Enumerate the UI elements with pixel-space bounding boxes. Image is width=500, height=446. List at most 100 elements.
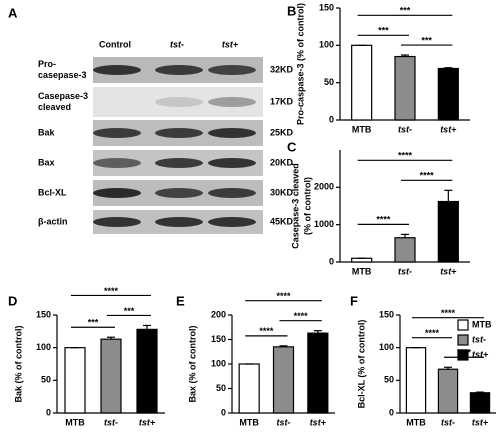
panel-label: F [350, 293, 358, 308]
bar [394, 55, 416, 121]
x-tick-label: tst- [441, 417, 455, 427]
bar [437, 368, 459, 414]
y-tick-label: 0 [329, 256, 334, 266]
size-label: 20KD [270, 157, 294, 167]
y-axis-label: Bak (% of control) [13, 325, 23, 402]
blot-strip [93, 87, 263, 117]
y-axis-label: Pro-caspase-3 (% of control) [295, 3, 305, 125]
y-axis-label: Bcl-XL (% of control) [356, 320, 366, 409]
blot-band [208, 188, 256, 198]
legend-swatch [457, 349, 469, 361]
blot-band [155, 188, 203, 198]
significance-label: **** [104, 286, 119, 296]
x-tick-label: MTB [65, 417, 85, 427]
y-tick-label: 0 [221, 407, 226, 417]
row-label: Bax [38, 157, 55, 167]
panel-label: D [8, 293, 17, 308]
panel-label: C [287, 139, 297, 154]
blot-band [155, 97, 203, 107]
row-label: Bak [38, 127, 56, 137]
x-tick-label: tst+ [440, 266, 457, 276]
x-tick-label: MTB [352, 124, 372, 134]
x-tick-label: tst- [104, 417, 118, 427]
x-tick-label: tst+ [310, 417, 327, 427]
blot-band [208, 158, 256, 168]
blot-band [208, 217, 256, 227]
y-tick-label: 2000 [314, 182, 334, 192]
bar [394, 237, 416, 263]
panel-label: A [8, 5, 18, 20]
x-tick-label: tst+ [139, 417, 156, 427]
significance-label: **** [420, 171, 435, 181]
legend-label: MTB [472, 319, 492, 329]
y-tick-label: 100 [319, 40, 334, 50]
blot-band [208, 128, 256, 138]
x-tick-label: tst- [277, 417, 291, 427]
y-tick-label: 100 [379, 342, 394, 352]
bar [100, 338, 122, 414]
y-tick-label: 150 [36, 309, 51, 319]
bar [405, 347, 427, 414]
y-tick-label: 100 [36, 342, 51, 352]
row-label: casepase-3 [38, 70, 87, 80]
significance-label: **** [376, 215, 391, 225]
panel-label: B [287, 3, 296, 18]
significance-label: **** [398, 151, 413, 161]
x-tick-label: tst+ [472, 417, 489, 427]
x-tick-label: MTB [406, 417, 426, 427]
legend-swatch [457, 319, 469, 331]
bar [64, 347, 86, 414]
significance-label: *** [421, 35, 432, 45]
blot-band [93, 217, 141, 227]
y-axis-label: Casepase-3 cleaved [290, 163, 300, 249]
bar [437, 200, 459, 263]
significance-label: **** [425, 328, 440, 338]
significance-label: *** [400, 6, 411, 16]
column-label: tst- [170, 39, 184, 49]
y-tick-label: 100 [211, 358, 226, 368]
significance-label: *** [88, 318, 99, 328]
x-tick-label: MTB [352, 266, 372, 276]
significance-label: **** [259, 326, 274, 336]
blot-band [93, 128, 141, 138]
y-tick-label: 1000 [314, 219, 334, 229]
y-axis-label: (% of control) [302, 177, 312, 235]
x-tick-label: MTB [239, 417, 259, 427]
x-tick-label: tst- [398, 124, 412, 134]
significance-label: *** [378, 26, 389, 36]
bar [136, 328, 158, 414]
row-label: Pro- [38, 59, 56, 69]
y-tick-label: 200 [211, 309, 226, 319]
legend-swatch [457, 334, 469, 346]
y-tick-label: 0 [389, 407, 394, 417]
panel-label: E [176, 293, 185, 308]
column-label: tst+ [222, 39, 239, 49]
row-label: β-actin [38, 216, 68, 226]
y-tick-label: 150 [211, 334, 226, 344]
size-label: 17KD [270, 96, 294, 106]
significance-label: **** [441, 308, 456, 318]
row-label: Bcl-XL [38, 187, 67, 197]
bar [437, 67, 459, 121]
y-tick-label: 50 [324, 77, 334, 87]
y-tick-label: 50 [41, 375, 51, 385]
significance-label: **** [294, 311, 309, 321]
blot-band [155, 65, 203, 75]
y-tick-label: 0 [329, 114, 334, 124]
x-tick-label: tst- [398, 266, 412, 276]
y-tick-label: 50 [216, 383, 226, 393]
y-tick-label: 150 [319, 2, 334, 12]
bar [307, 332, 329, 414]
blot-band [93, 188, 141, 198]
size-label: 45KD [270, 216, 294, 226]
significance-label: *** [124, 306, 135, 316]
blot-band [93, 65, 141, 75]
blot-band [155, 217, 203, 227]
legend-label: tst- [472, 334, 486, 344]
blot-band [93, 158, 141, 168]
y-tick-label: 50 [384, 375, 394, 385]
blot-band [155, 158, 203, 168]
x-tick-label: tst+ [440, 124, 457, 134]
size-label: 25KD [270, 127, 294, 137]
